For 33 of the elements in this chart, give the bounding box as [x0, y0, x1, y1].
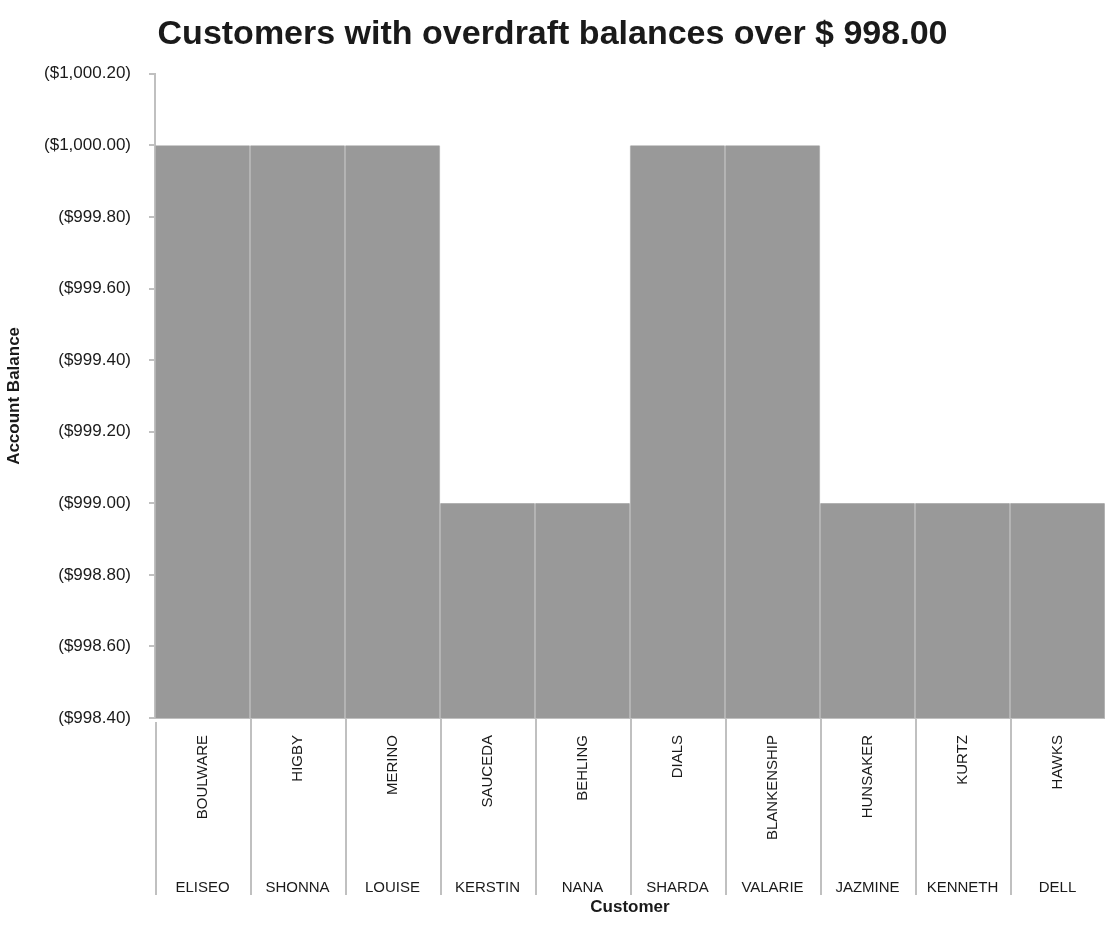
x-tick-label: BLANKENSHIP	[762, 735, 780, 841]
x-axis-title: Customer	[590, 897, 671, 917]
x-tick-label: KURTZ	[952, 735, 970, 785]
text: NANA	[561, 878, 604, 896]
x-tick-label: HUNSAKER	[857, 734, 875, 819]
y-tick-label: ($998.60)	[58, 636, 131, 656]
text: VALARIE	[741, 878, 804, 896]
x-tick-label: MERINO	[382, 735, 400, 795]
x-tick-label: HIGBY	[287, 735, 305, 782]
text: ELISEO	[175, 878, 230, 896]
y-tick-label: ($999.00)	[58, 492, 131, 512]
y-tick-label: ($999.60)	[58, 278, 131, 298]
x-tick-label: HAWKS	[1047, 735, 1065, 790]
y-tick-label: ($999.20)	[58, 421, 131, 441]
y-tick-label: ($1,000.20)	[44, 63, 131, 83]
text: SHARDA	[646, 878, 709, 896]
y-tick-label: ($998.40)	[58, 707, 131, 727]
text: DELL	[1038, 878, 1077, 896]
chart-title: Customers with overdraft balances over $ 998.00	[157, 12, 948, 51]
text: KERSTIN	[454, 878, 521, 896]
y-tick-label: ($999.80)	[58, 206, 131, 226]
x-tick-label: SAUCEDA	[477, 735, 495, 808]
y-tick-label: ($998.80)	[58, 564, 131, 584]
x-tick-label: BEHLING	[572, 735, 590, 801]
text: JAZMINE	[835, 878, 900, 896]
text: KENNETH	[926, 878, 999, 896]
text: LOUISE	[364, 878, 421, 896]
y-tick-label: ($999.40)	[58, 349, 131, 369]
y-axis-title: Account Balance	[3, 326, 23, 465]
y-tick-label: ($1,000.00)	[44, 135, 131, 155]
x-tick-label: DIALS	[667, 735, 685, 779]
text: SHONNA	[265, 878, 330, 896]
x-tick-label: BOULWARE	[192, 735, 210, 820]
